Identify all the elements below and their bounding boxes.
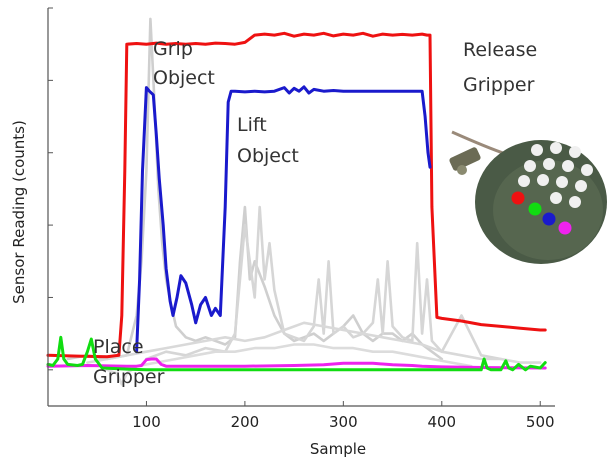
sensor-dot-magenta <box>558 221 572 235</box>
x-tick-label-200: 200 <box>231 413 260 431</box>
annotation-grip-line1: Grip <box>153 38 193 60</box>
series-line-1 <box>135 85 432 354</box>
connector-end <box>457 165 467 175</box>
annotation-lift-line2: Object <box>237 145 299 167</box>
annotation-release-line1: Release <box>463 39 537 61</box>
board-cable <box>451 130 507 156</box>
x-tick-label-500: 500 <box>526 413 555 431</box>
annotation-release-line2: Gripper <box>463 74 535 96</box>
x-tick-label-100: 100 <box>132 413 161 431</box>
series-line-6 <box>86 321 542 364</box>
x-axis-label: Sample <box>310 440 366 458</box>
axes-layer <box>47 7 555 407</box>
series-line-0 <box>46 31 547 359</box>
sensor-dot-green <box>528 202 542 216</box>
y-axis-label: Sensor Reading (counts) <box>10 120 28 304</box>
board-white-pads <box>518 142 593 208</box>
series-line-5 <box>145 205 503 361</box>
tick-layer: 100 200 300 400 500 <box>132 413 554 431</box>
annotation-place-line2: Gripper <box>93 366 165 388</box>
series-layer <box>46 17 547 386</box>
annotation-place-line1: Place <box>93 336 144 358</box>
board-connector <box>449 147 481 171</box>
sensor-board-illustration <box>449 130 607 264</box>
series-line-3 <box>46 335 547 372</box>
annotation-lift-line1: Lift <box>237 114 267 136</box>
sensor-dot-blue <box>542 212 556 226</box>
series-line-2 <box>46 357 547 370</box>
series-line-4 <box>66 17 444 361</box>
sensor-dot-red <box>511 191 525 205</box>
x-tick-label-400: 400 <box>427 413 456 431</box>
x-tick-label-300: 300 <box>329 413 358 431</box>
annotation-grip-line2: Object <box>153 67 215 89</box>
